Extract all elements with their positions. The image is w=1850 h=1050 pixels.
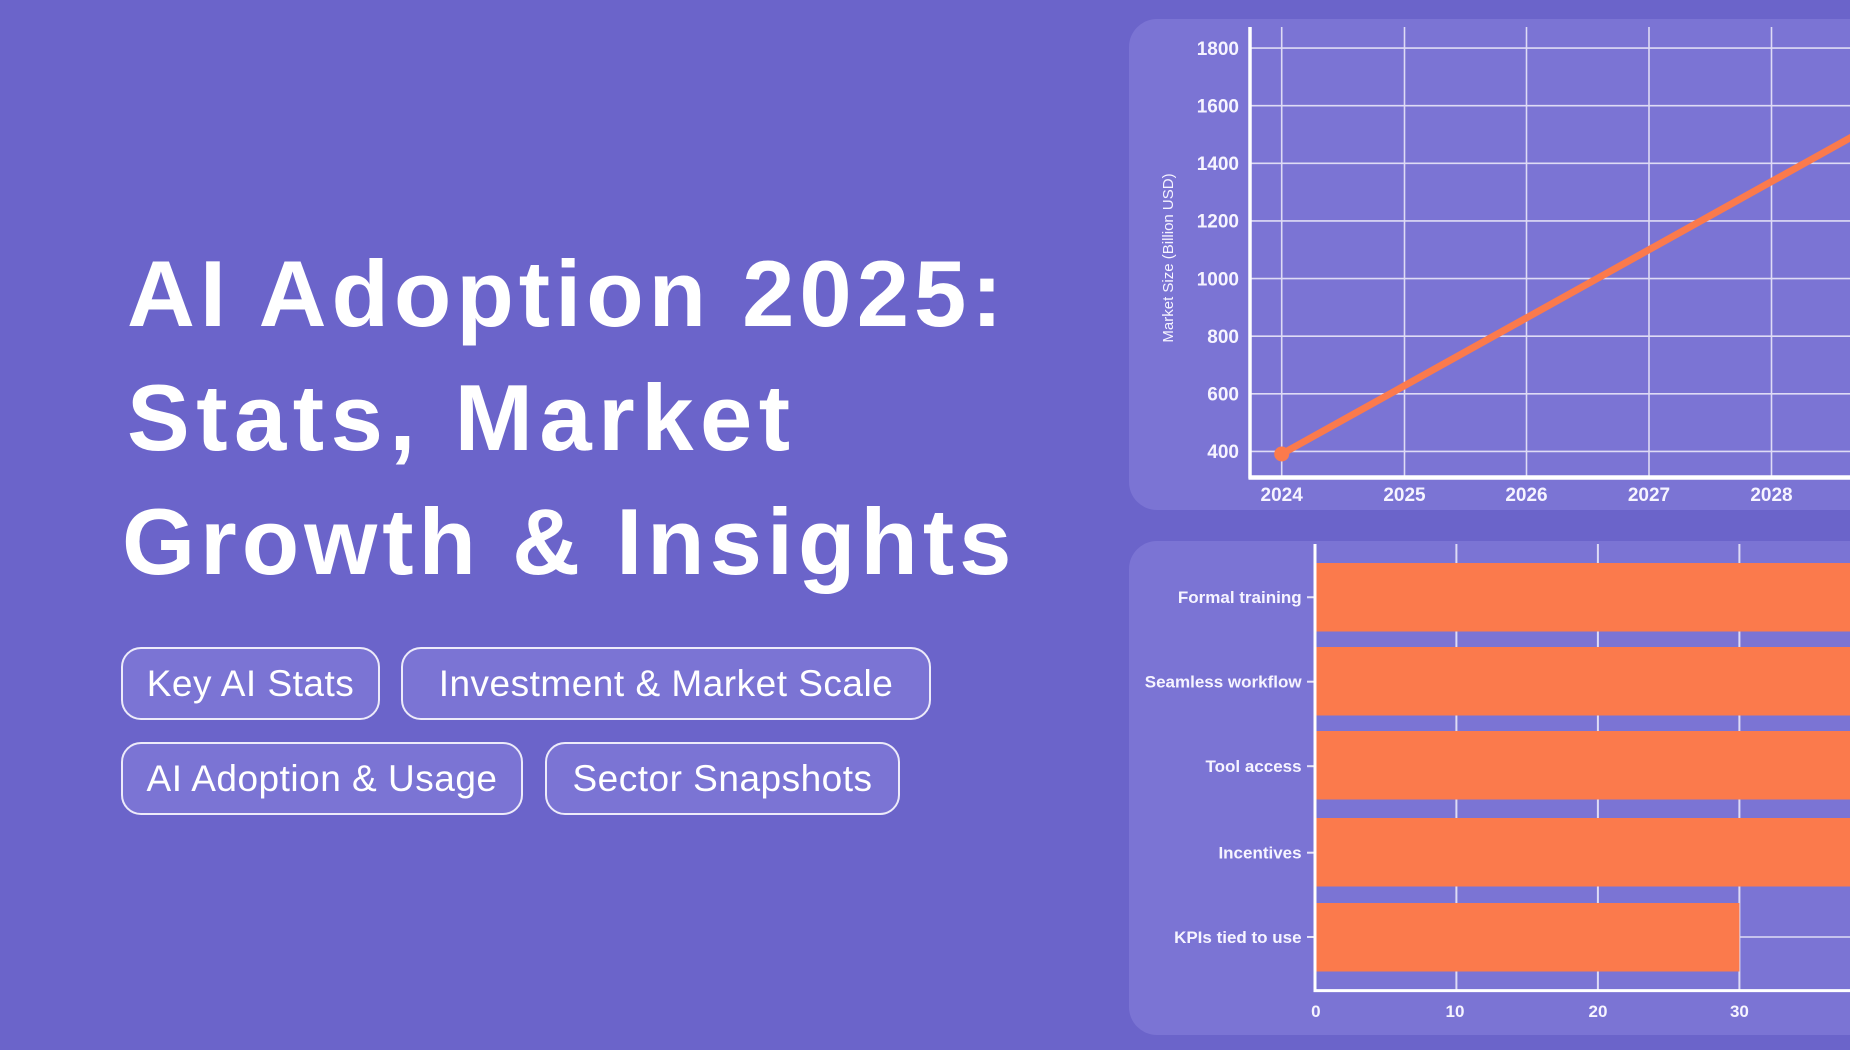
svg-text:Tool access: Tool access <box>1206 757 1302 776</box>
svg-text:2024: 2024 <box>1261 485 1304 506</box>
svg-text:Seamless workflow: Seamless workflow <box>1145 673 1303 692</box>
svg-text:800: 800 <box>1207 327 1239 348</box>
svg-text:10: 10 <box>1446 1002 1465 1021</box>
svg-text:2028: 2028 <box>1750 485 1792 506</box>
svg-text:20: 20 <box>1589 1002 1608 1021</box>
svg-text:Incentives: Incentives <box>1218 844 1301 863</box>
svg-text:2027: 2027 <box>1628 485 1670 506</box>
svg-text:KPIs tied to use: KPIs tied to use <box>1174 928 1302 947</box>
svg-text:Market Size (Billion USD): Market Size (Billion USD) <box>1160 173 1177 342</box>
svg-text:30: 30 <box>1730 1002 1749 1021</box>
svg-text:1800: 1800 <box>1197 39 1239 60</box>
svg-text:2025: 2025 <box>1383 485 1426 506</box>
svg-text:2026: 2026 <box>1505 485 1547 506</box>
svg-text:1200: 1200 <box>1197 212 1239 233</box>
svg-text:400: 400 <box>1207 442 1239 463</box>
svg-text:1000: 1000 <box>1197 269 1239 290</box>
svg-text:1400: 1400 <box>1197 154 1239 175</box>
svg-text:1600: 1600 <box>1197 97 1239 118</box>
svg-text:Formal training: Formal training <box>1178 588 1302 607</box>
svg-text:0: 0 <box>1311 1002 1320 1021</box>
svg-text:600: 600 <box>1207 385 1239 406</box>
